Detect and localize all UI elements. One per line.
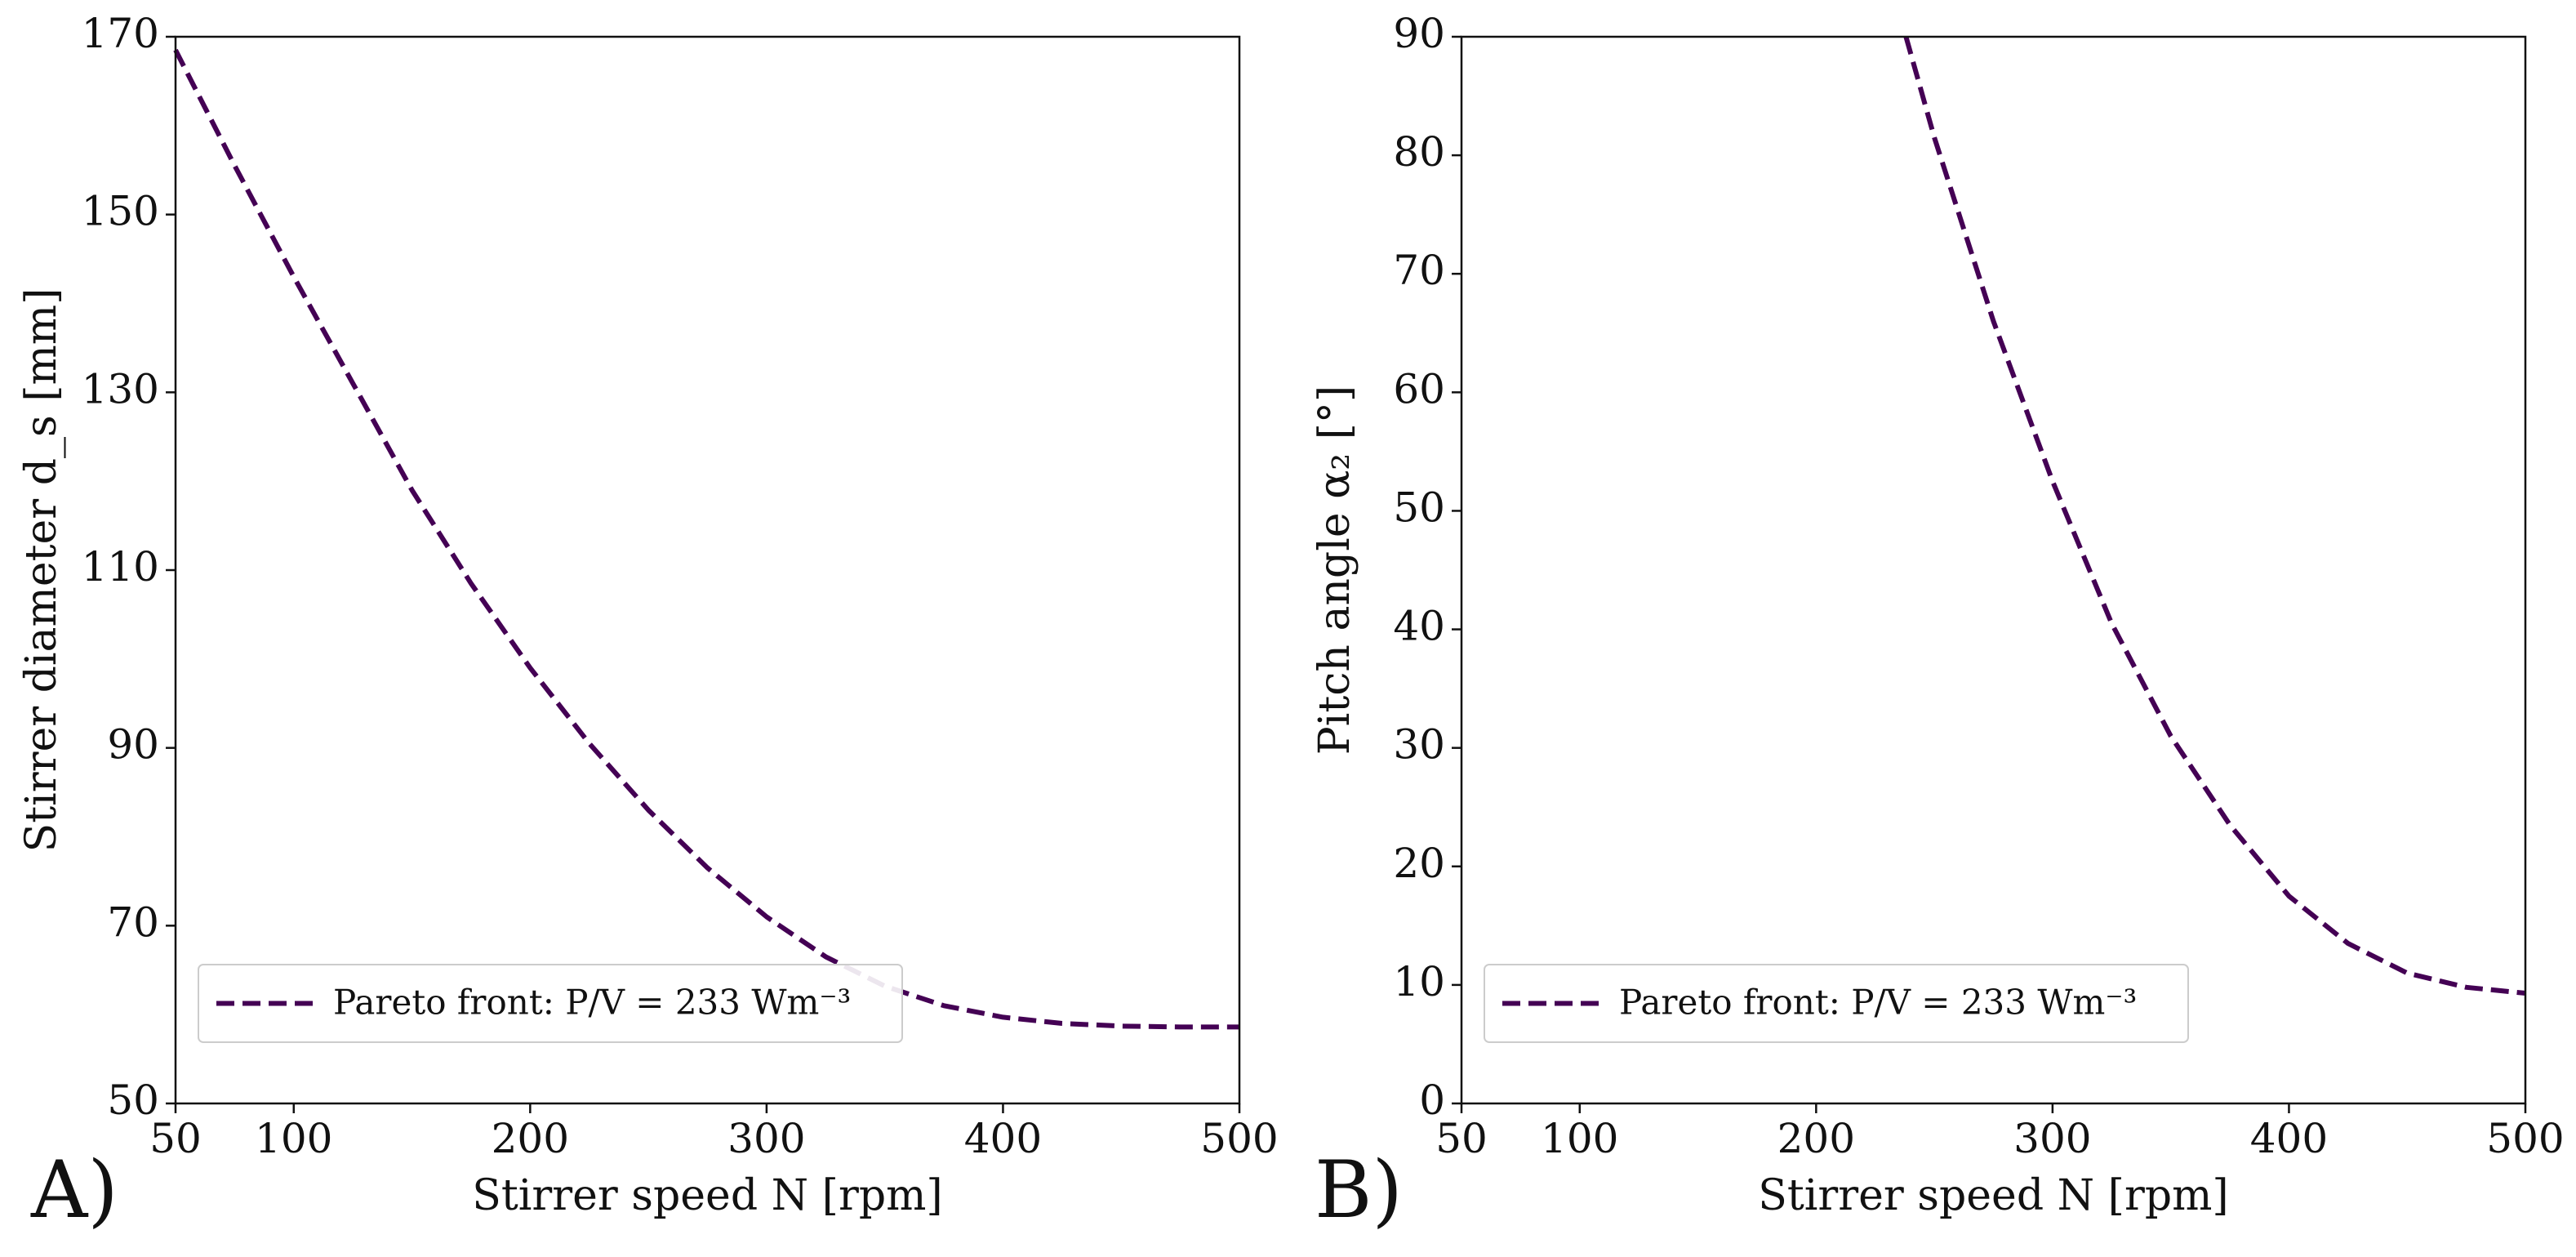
panel-a-x-tick-label: 100 [255,1115,332,1162]
panel-b-legend: Pareto front: P/V = 233 Wm⁻³ [1484,964,2189,1043]
panel-a-y-tick-label: 110 [82,543,159,591]
panel-b-x-tick-label: 300 [2013,1115,2091,1162]
panel-b-legend-box [1484,964,2189,1043]
panel-b-y-tick-label: 70 [1393,247,1445,294]
panel-b-y-tick-label: 80 [1393,128,1445,176]
panel-b-y-tick-label: 40 [1393,603,1445,650]
panel-a-x-axis-label: Stirrer speed N [rpm] [472,1171,942,1220]
panel-a-curve [173,48,1239,1030]
panel-b: 50 100 200 300 400 500 0 10 20 30 40 50 60 70 80 90 Par… [1310,10,2565,1236]
panel-a-x-tick-label: 200 [492,1115,569,1162]
panel-b-y-tick-label: 60 [1393,365,1445,412]
panel-b-y-tick-label: 0 [1419,1076,1445,1124]
panel-a-x-tick-label: 50 [149,1115,202,1162]
panel-b-ticks: 50 100 200 300 400 500 0 10 20 30 40 50 60 70 80 90 [1393,10,2564,1162]
panel-a-y-tick-label: 90 [107,721,159,769]
panel-a-x-tick-label: 500 [1200,1115,1278,1162]
panel-b-x-tick-label: 100 [1541,1115,1618,1162]
panel-b-x-tick-label: 400 [2250,1115,2328,1162]
panel-b-pareto-front-line [1903,36,2526,996]
panel-b-x-tick-label: 200 [1777,1115,1855,1162]
panel-a-y-tick-label: 130 [82,365,159,412]
panel-b-y-tick-label: 10 [1393,958,1445,1005]
panel-b-curve [1903,36,2526,996]
panel-a-pareto-front-line [173,48,1239,1030]
panel-a-letter: A) [30,1144,118,1236]
panel-a-ticks: 50 100 200 300 400 500 50 70 90 110 130 150 170 [82,10,1279,1162]
panel-a-y-tick-label: 150 [82,188,159,235]
panel-b-x-tick-label: 50 [1435,1115,1488,1162]
panel-a-legend-label: Pareto front: P/V = 233 Wm⁻³ [333,983,851,1023]
panel-a-x-tick-label: 300 [727,1115,805,1162]
panel-b-y-tick-label: 30 [1393,721,1445,769]
panel-a-axes-frame [174,35,1241,1105]
panel-a-y-axis-label: Stirrer diameter d_s [mm] [17,288,66,853]
panel-b-x-axis-label: Stirrer speed N [rpm] [1758,1171,2228,1220]
panel-a-y-tick-label: 70 [107,898,159,946]
panel-a-y-tick-label: 50 [107,1076,159,1124]
panel-b-letter: B) [1315,1144,1403,1236]
panel-b-legend-label: Pareto front: P/V = 233 Wm⁻³ [1619,983,2137,1023]
panel-a-legend-box [198,964,903,1043]
panel-b-x-tick-label: 500 [2486,1115,2564,1162]
panel-a-legend: Pareto front: P/V = 233 Wm⁻³ [198,964,903,1043]
panel-b-y-tick-label: 20 [1393,840,1445,887]
panel-a-x-tick-label: 400 [964,1115,1042,1162]
panel-b-axes-frame [1460,35,2527,1105]
panel-b-y-tick-label: 50 [1393,484,1445,531]
panel-b-y-tick-label: 90 [1393,10,1445,57]
panel-a: 50 100 200 300 400 500 50 70 90 110 130 150 170 Pare… [17,10,1279,1236]
panel-b-y-axis-label: Pitch angle α₂ [°] [1310,386,1359,755]
panel-a-y-tick-label: 170 [82,10,159,57]
